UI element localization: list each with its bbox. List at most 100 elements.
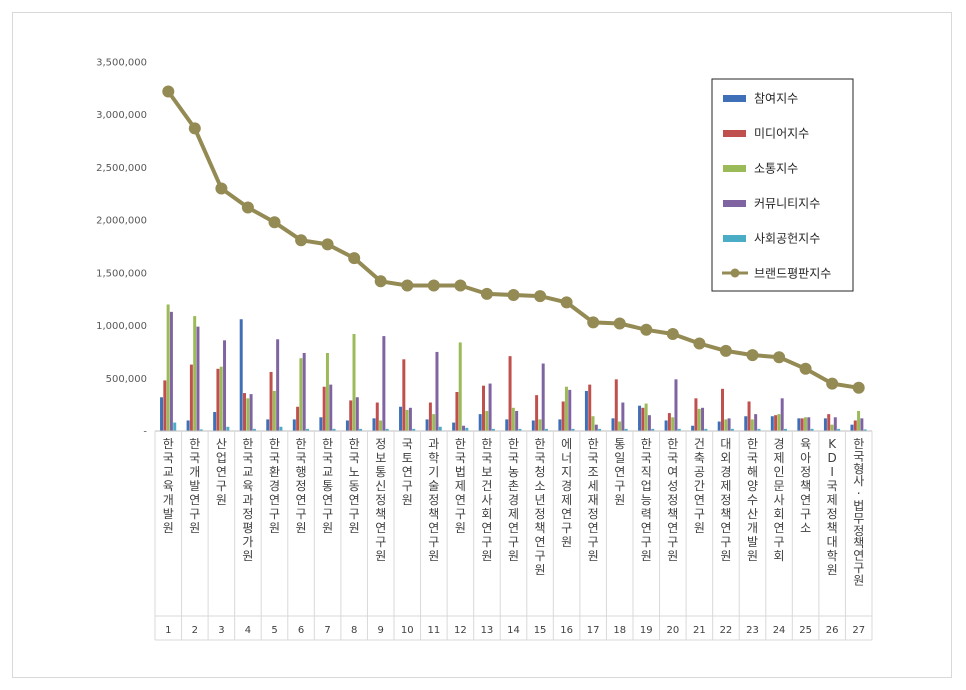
line-point — [560, 296, 573, 309]
bar-참여지수 — [186, 420, 190, 431]
bar-커뮤니티지수 — [488, 383, 492, 431]
rank-label: 15 — [534, 625, 547, 636]
bar-커뮤니티지수 — [727, 418, 731, 431]
bar-사회공헌지수 — [252, 428, 256, 431]
bar-미디어지수 — [827, 414, 831, 431]
bar-참여지수 — [584, 390, 588, 431]
bar-미디어지수 — [641, 407, 645, 431]
legend-swatch — [723, 130, 746, 137]
y-tick-label: 2,000,000 — [96, 216, 147, 227]
bar-소통지수 — [219, 366, 223, 431]
line-point — [507, 289, 520, 301]
line-point — [321, 238, 334, 251]
line-point — [480, 287, 493, 300]
bar-참여지수 — [160, 397, 164, 431]
bar-미디어지수 — [322, 386, 326, 431]
bar-커뮤니티지수 — [408, 407, 412, 431]
bar-커뮤니티지수 — [276, 339, 280, 431]
line-point — [719, 344, 732, 357]
rank-label: 20 — [666, 625, 679, 636]
bar-소통지수 — [166, 304, 170, 431]
bar-소통지수 — [564, 386, 568, 431]
bar-커뮤니티지수 — [223, 340, 227, 431]
bar-사회공헌지수 — [173, 422, 177, 431]
bar-사회공헌지수 — [624, 428, 628, 431]
bar-group — [160, 304, 867, 431]
bar-참여지수 — [823, 418, 827, 431]
category-label: 한 국 형 사 · 법 무 정 책 연 구 원 — [853, 437, 864, 587]
rank-label: 6 — [298, 625, 304, 636]
line-point — [188, 122, 201, 135]
bar-미디어지수 — [508, 356, 512, 431]
rank-label: 22 — [720, 625, 733, 636]
legend-swatch — [723, 235, 746, 242]
bar-참여지수 — [266, 419, 270, 431]
bar-사회공헌지수 — [783, 428, 787, 431]
bar-사회공헌지수 — [810, 428, 814, 431]
bar-소통지수 — [777, 414, 781, 431]
y-tick-label: 1,000,000 — [96, 321, 147, 332]
bar-미디어지수 — [800, 418, 804, 431]
bar-미디어지수 — [482, 385, 485, 431]
rank-label: 11 — [427, 625, 440, 636]
line-point — [852, 381, 865, 394]
bar-참여지수 — [452, 422, 456, 431]
y-axis: - 500,000 1,000,000 1,500,000 2,000,000 2,500… — [96, 58, 147, 438]
line-point — [241, 201, 254, 214]
rank-label: 18 — [613, 625, 626, 636]
bar-소통지수 — [618, 421, 622, 431]
bar-사회공헌지수 — [598, 428, 602, 431]
bar-사회공헌지수 — [199, 429, 203, 431]
rank-label: 21 — [693, 625, 706, 636]
legend-swatch — [723, 165, 746, 172]
rank-label: 17 — [587, 625, 600, 636]
bar-소통지수 — [830, 424, 834, 431]
bar-사회공헌지수 — [651, 428, 655, 431]
rank-label: 14 — [507, 625, 520, 636]
bar-커뮤니티지수 — [701, 407, 705, 431]
bar-미디어지수 — [614, 379, 618, 431]
bar-미디어지수 — [269, 371, 273, 431]
bar-사회공헌지수 — [704, 428, 708, 431]
bar-사회공헌지수 — [465, 427, 469, 431]
bar-커뮤니티지수 — [754, 414, 758, 431]
bar-소통지수 — [405, 409, 409, 431]
y-tick-label: 1,500,000 — [96, 268, 147, 279]
bar-미디어지수 — [588, 384, 592, 431]
bar-커뮤니티지수 — [515, 410, 519, 431]
bar-참여지수 — [664, 420, 668, 431]
rank-label: 4 — [245, 625, 251, 636]
bar-사회공헌지수 — [359, 428, 363, 431]
rank-label: 1 — [165, 625, 171, 636]
bar-사회공헌지수 — [837, 428, 841, 431]
legend-box — [711, 78, 854, 292]
bar-미디어지수 — [402, 359, 406, 431]
line-point — [640, 323, 653, 336]
bar-미디어지수 — [721, 388, 724, 431]
bar-소통지수 — [458, 342, 462, 431]
rank-label: 16 — [560, 625, 573, 636]
bar-커뮤니티지수 — [435, 351, 439, 431]
bar-소통지수 — [246, 398, 250, 431]
legend-label: 소통지수 — [754, 162, 798, 176]
bar-미디어지수 — [853, 420, 857, 431]
bar-참여지수 — [399, 406, 403, 431]
bar-참여지수 — [717, 421, 721, 431]
rank-label: 7 — [324, 625, 330, 636]
bar-참여지수 — [558, 419, 562, 431]
bar-미디어지수 — [189, 364, 193, 431]
bar-참여지수 — [372, 418, 376, 431]
bar-소통지수 — [379, 420, 383, 431]
bar-소통지수 — [671, 417, 675, 431]
bar-사회공헌지수 — [518, 428, 522, 431]
bar-소통지수 — [511, 407, 515, 431]
rank-label: 26 — [826, 625, 839, 636]
